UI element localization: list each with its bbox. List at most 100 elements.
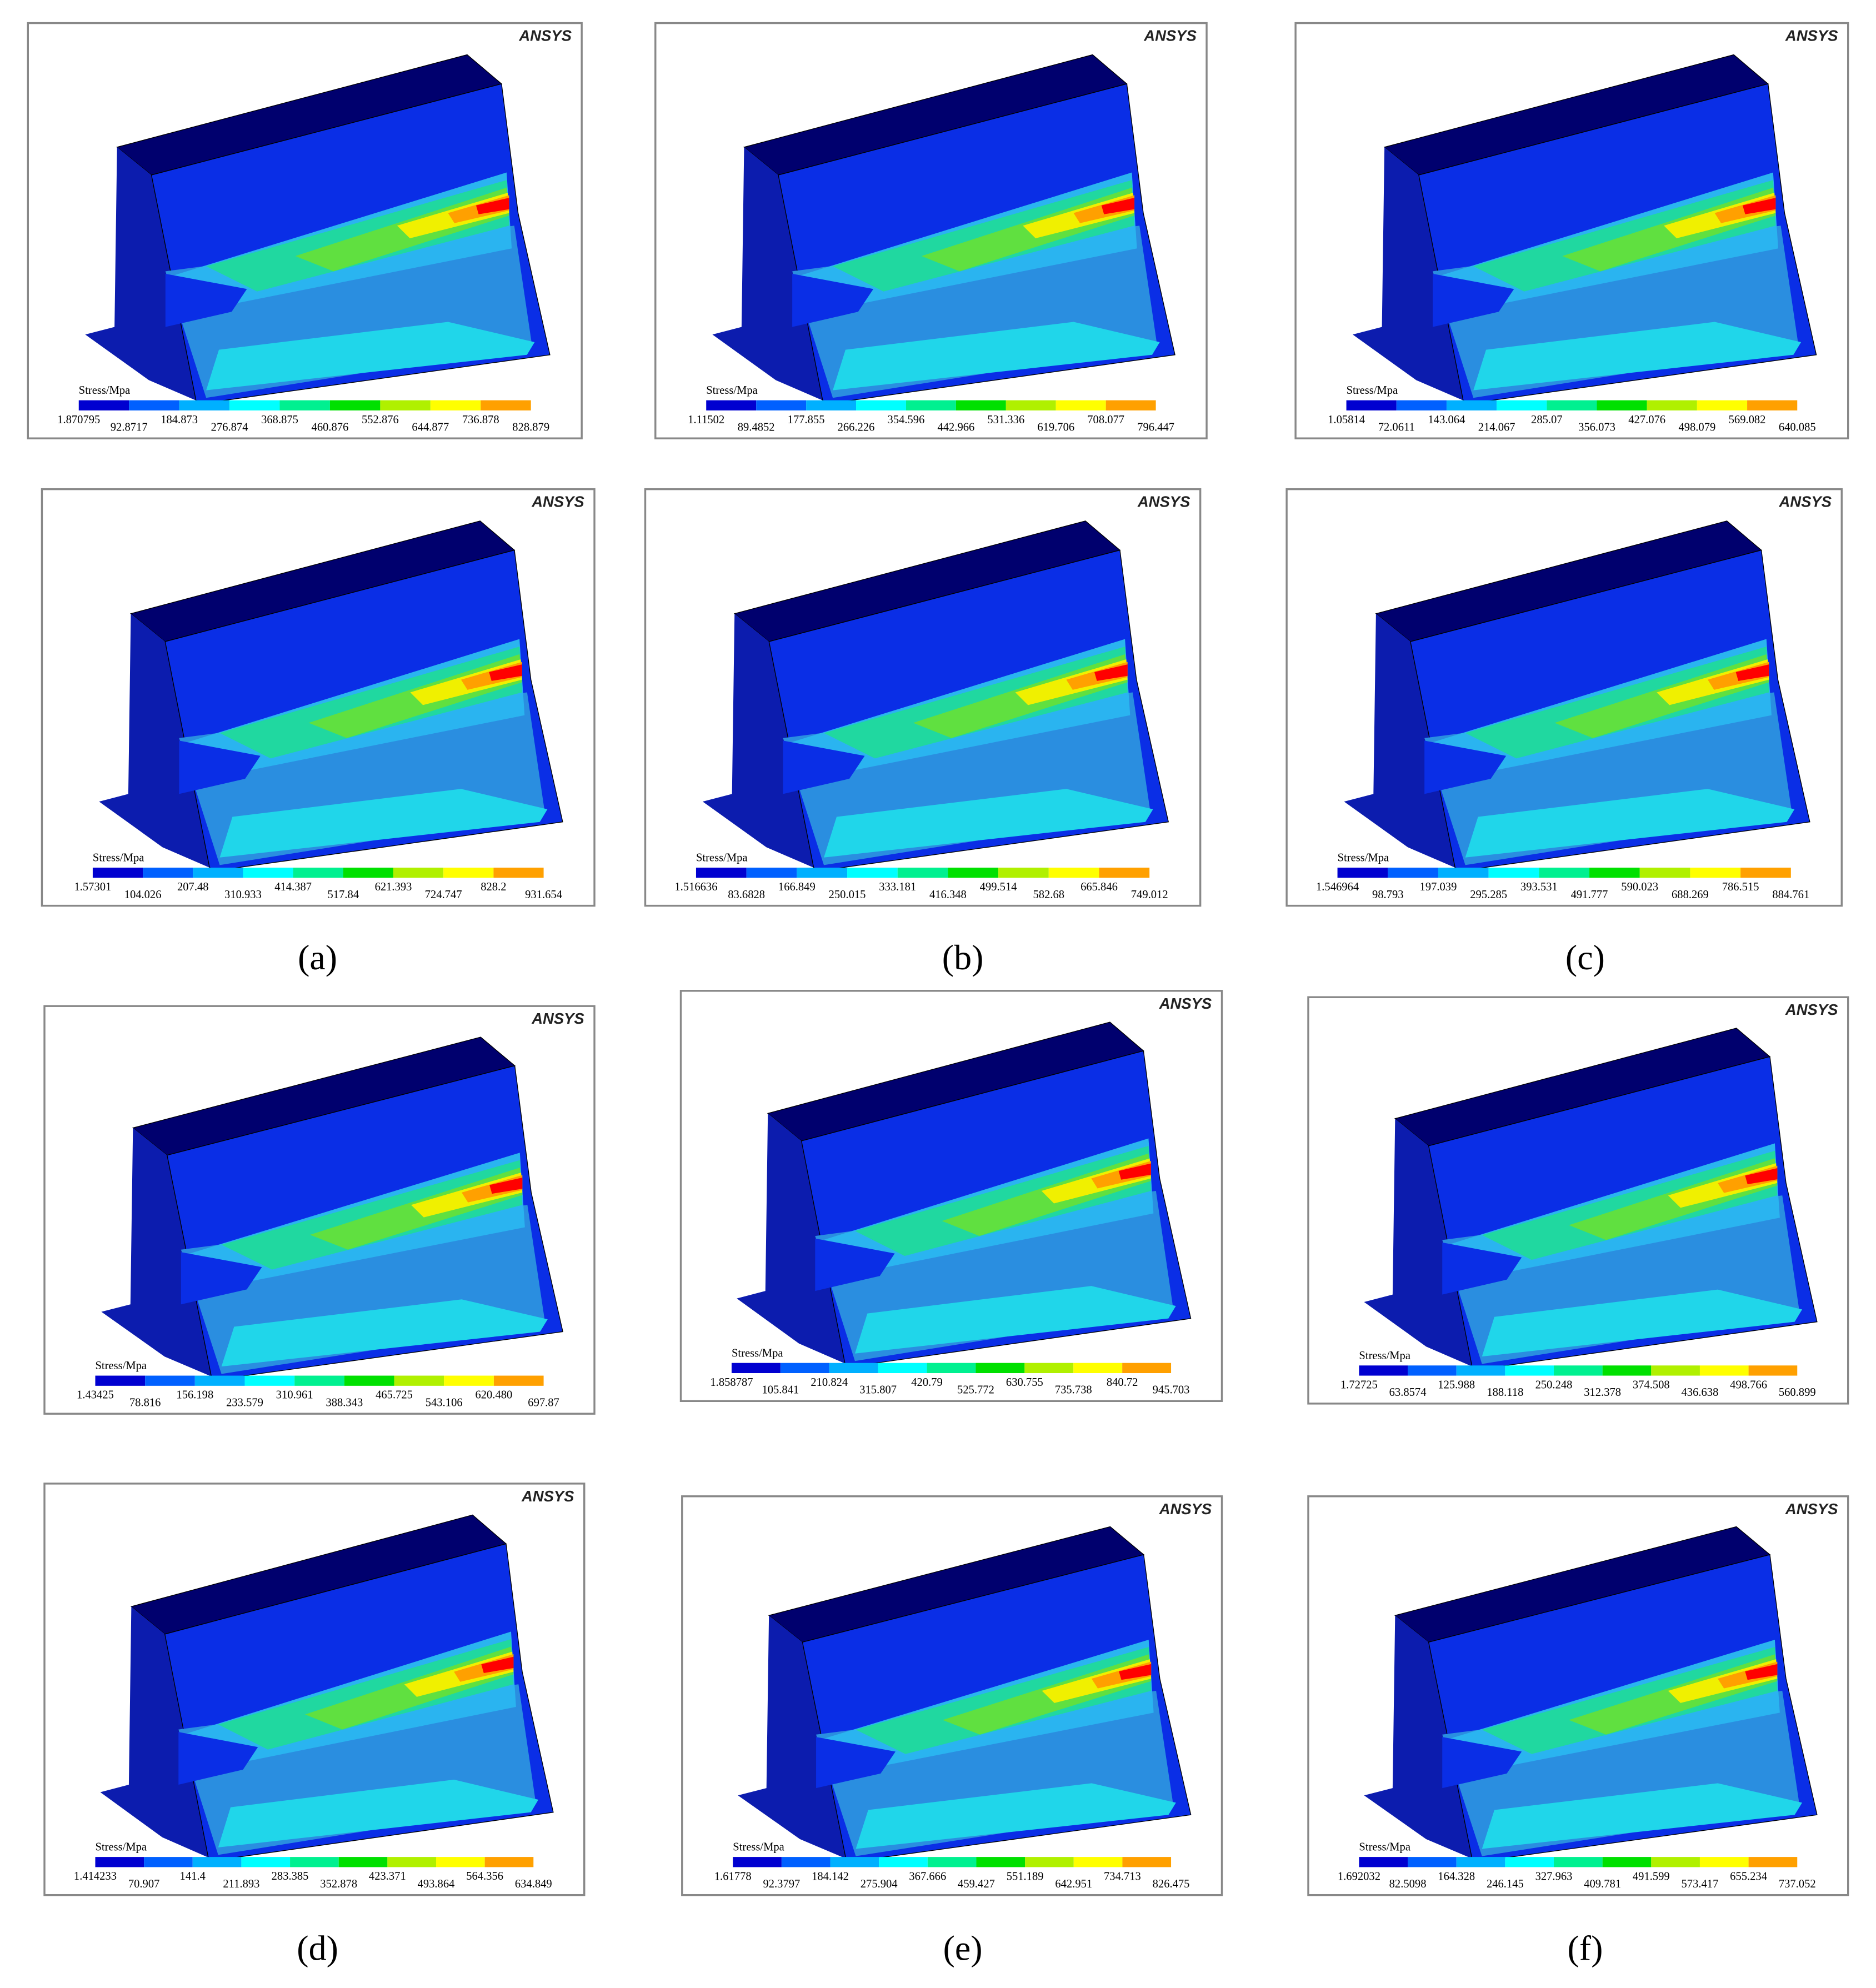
legend-swatch [780,1363,829,1373]
legend-swatch [1699,1365,1749,1376]
model [100,1514,554,1861]
model [738,1526,1192,1862]
legend-value: 1.43425 [77,1389,114,1401]
legend-value: 573.417 [1682,1878,1719,1890]
side-face [99,613,210,868]
legend-value: 104.026 [124,889,162,901]
legend-swatch [856,400,906,410]
cyan-region [221,1299,548,1367]
logo: ANSYS [1785,1001,1838,1018]
caption: (d) [297,1928,338,1967]
legend-value: 211.893 [223,1878,259,1890]
legend-swatch [1505,1857,1554,1867]
band-green [218,1639,514,1750]
cyan-region [856,1783,1176,1849]
low-tongue [783,740,865,794]
legend-swatch [1740,868,1791,878]
legend-swatch [1589,868,1640,878]
logo: ANSYS [1143,27,1197,44]
legend-value: 442.966 [937,421,974,433]
band-green [219,647,522,759]
side-face [738,1615,846,1859]
band-green [1473,180,1776,292]
cyan-region [854,1286,1176,1354]
low-tongue [1424,740,1507,794]
band-red [1094,664,1128,681]
side-face [85,147,196,400]
legend-value: 1.57301 [74,881,111,893]
legend-value: 1.72725 [1340,1379,1378,1391]
legend-value: 590.023 [1621,881,1658,893]
logo: ANSYS [531,493,584,510]
legend-swatch [1408,1857,1457,1867]
legend-value: 1.546964 [1316,881,1359,893]
legend-swatch [1359,1365,1408,1376]
legend-swatch [143,868,193,878]
legend-value: 582.68 [1033,889,1065,901]
stress-panel: ANSYS Stress/Mpa 1.57301 104.026 207.48 310.9… [41,488,596,907]
legend-value: 828.2 [481,881,506,893]
legend-swatch [1005,400,1056,410]
stress-panel: ANSYS Stress/Mpa 1.05814 72.0611 143.064 214.… [1294,22,1849,439]
legend-value: 388.343 [326,1396,363,1409]
legend-value: 1.692032 [1338,1870,1380,1882]
legend-swatch [92,868,143,878]
legend-swatch [948,868,999,878]
legend-value: 498.079 [1678,421,1715,433]
legend-value: 246.145 [1487,1878,1524,1890]
low-tongue [816,1737,896,1789]
legend-value: 82.5098 [1389,1878,1427,1890]
stress-panel: ANSYS Stress/Mpa 1.11502 89.4852 177.855 266.… [654,22,1208,439]
legend-swatch [394,1375,444,1386]
cyan-region [833,322,1160,390]
legend-value: 184.142 [812,1870,849,1882]
stress-panel: ANSYS Stress/Mpa 1.870795 92.8717 184.873 276… [27,22,583,439]
legend-value: 1.516636 [674,881,717,893]
model [99,520,563,871]
legend-value: 166.849 [778,881,816,893]
legend-swatch [1073,1363,1123,1373]
legend-swatch [393,868,444,878]
legend-value: 414.387 [274,881,312,893]
legend-value: 552.876 [362,414,399,426]
side-face [100,1606,208,1857]
band-green [1482,1647,1778,1754]
legend-swatch [1497,400,1547,410]
legend-swatch [493,1375,544,1386]
legend-swatch [1547,400,1597,410]
legend-swatch [1597,400,1647,410]
side-face [737,1113,846,1364]
legend-swatch [144,1857,193,1867]
legend-swatch [192,1857,242,1867]
legend-swatch [129,400,179,410]
legend-value: 708.077 [1087,414,1124,426]
legend-swatch [1055,400,1106,410]
legend-swatch [955,400,1006,410]
legend-value: 141.4 [180,1870,206,1882]
legend-swatch [830,1857,879,1867]
legend-value: 266.226 [838,421,875,433]
legend-swatch [1697,400,1748,410]
legend-swatch [179,400,230,410]
legend-swatch [1408,1365,1457,1376]
legend-swatch [1048,868,1099,878]
legend-value: 1.414233 [74,1870,117,1882]
band-green [824,647,1128,759]
legend-value: 125.988 [1438,1379,1475,1391]
caption: (e) [943,1928,983,1967]
side-face [1364,1615,1472,1859]
band-green [1482,1150,1778,1260]
legend-value: 459.427 [958,1878,995,1890]
legend-value: 214.067 [1478,421,1515,433]
legend-value: 164.328 [1438,1870,1475,1882]
legend-swatch [906,400,956,410]
logo: ANSYS [518,27,572,44]
legend-value: 352.878 [320,1878,357,1890]
caption: (f) [1567,1928,1603,1967]
legend-value: 1.858787 [710,1376,753,1389]
legend-swatch [1073,1857,1123,1867]
legend-swatch [1488,868,1539,878]
legend-value: 327.963 [1535,1870,1573,1882]
legend-swatch [927,1363,976,1373]
model [85,54,551,404]
